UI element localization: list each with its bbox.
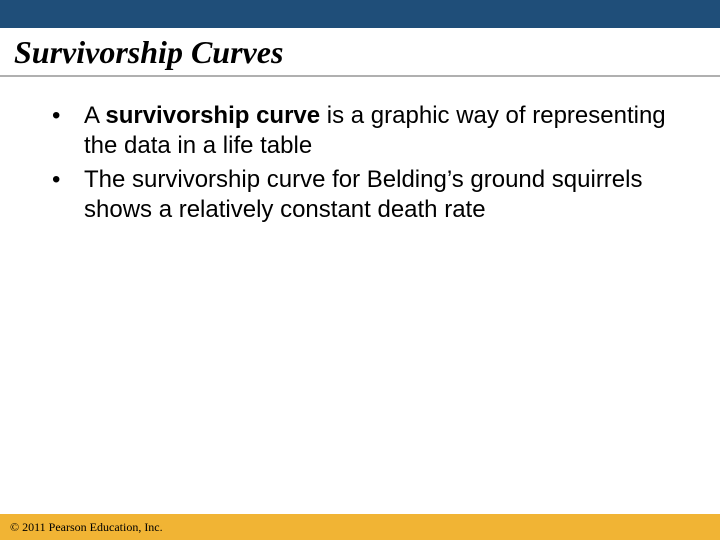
bullet-icon: • <box>48 101 84 131</box>
bullet-prefix: A <box>84 102 105 129</box>
bullet-icon: • <box>48 165 84 195</box>
content-area: • A survivorship curve is a graphic way … <box>0 77 720 225</box>
list-item: • The survivorship curve for Belding’s g… <box>48 165 672 225</box>
page-title: Survivorship Curves <box>0 28 720 75</box>
footer-bar: © 2011 Pearson Education, Inc. <box>0 514 720 540</box>
bullet-rest: The survivorship curve for Belding’s gro… <box>84 166 642 223</box>
bullet-text: The survivorship curve for Belding’s gro… <box>84 165 672 225</box>
bullet-text: A survivorship curve is a graphic way of… <box>84 101 672 161</box>
bullet-bold-term: survivorship curve <box>105 102 320 129</box>
copyright-text: © 2011 Pearson Education, Inc. <box>10 520 163 535</box>
list-item: • A survivorship curve is a graphic way … <box>48 101 672 161</box>
top-accent-bar <box>0 0 720 28</box>
